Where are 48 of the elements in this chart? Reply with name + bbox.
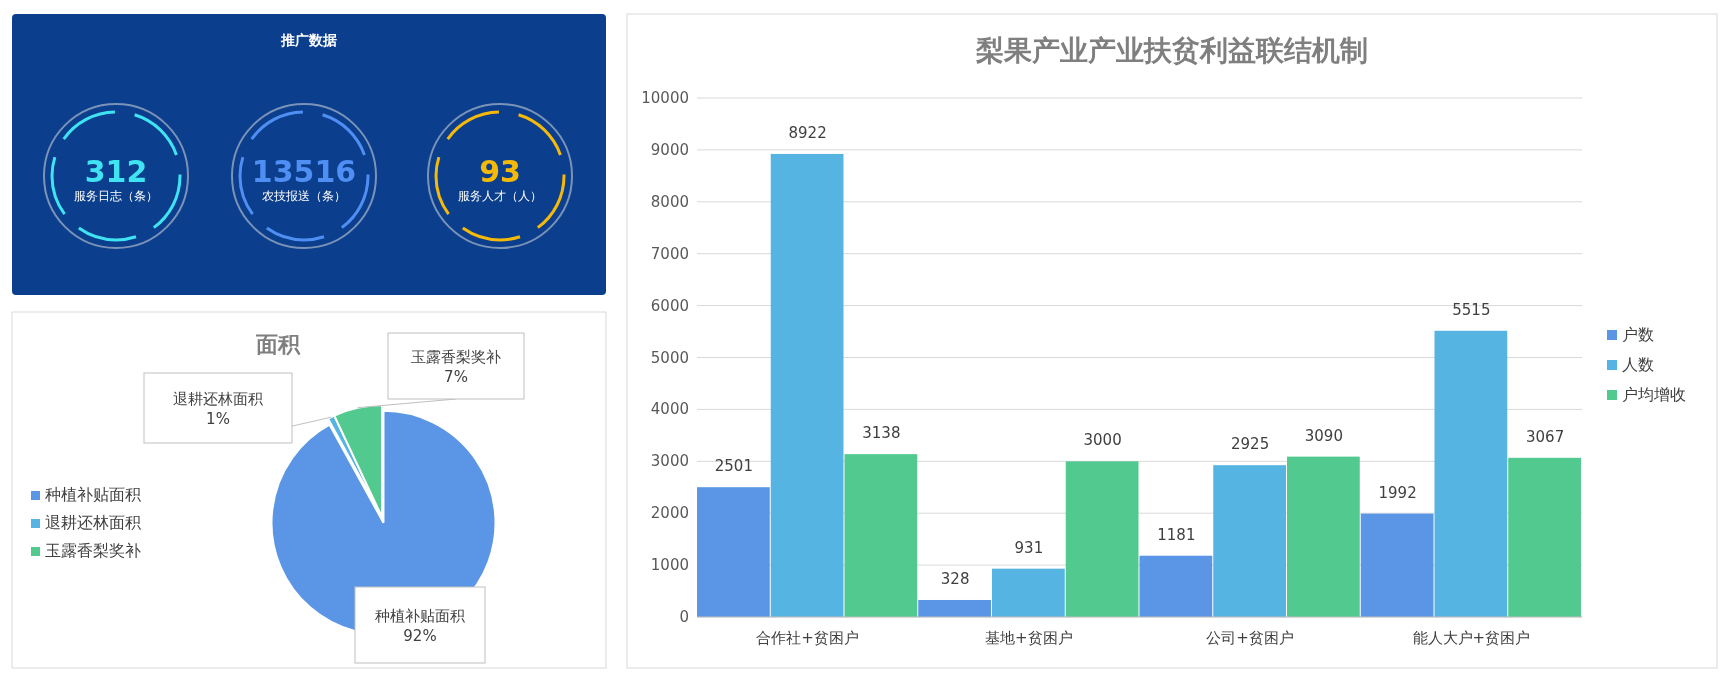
data-label: 8922 xyxy=(788,123,827,142)
category-label: 服务人才（人） xyxy=(458,189,542,203)
legend-label: 种植补贴面积 xyxy=(45,485,141,504)
data-label: 3067 xyxy=(1526,427,1565,446)
data-label: 312 xyxy=(84,154,148,189)
x-tick-label: 能人大户+贫困户 xyxy=(1412,629,1531,647)
data-label: 931 xyxy=(1014,538,1044,557)
data-label: 3000 xyxy=(1083,431,1122,450)
slice-label: 种植补贴面积 xyxy=(375,607,465,625)
data-label: 1% xyxy=(206,410,230,428)
y-tick-label: 8000 xyxy=(650,192,689,211)
y-tick-label: 2000 xyxy=(650,504,689,523)
slice-label: 玉露香梨奖补 xyxy=(411,348,501,366)
y-tick-label: 0 xyxy=(679,608,689,626)
slice-label: 退耕还林面积 xyxy=(173,390,263,408)
legend-label: 户数 xyxy=(1622,325,1654,344)
data-label: 1992 xyxy=(1378,483,1417,502)
legend-label: 退耕还林面积 xyxy=(45,513,141,532)
y-tick-label: 3000 xyxy=(650,452,689,471)
y-tick-label: 1000 xyxy=(650,556,689,575)
data-label: 92% xyxy=(403,627,437,645)
legend-label: 玉露香梨奖补 xyxy=(45,541,141,560)
data-label: 3138 xyxy=(862,424,901,443)
category-label: 服务日志（条） xyxy=(74,189,158,203)
x-tick-label: 公司+贫困户 xyxy=(1206,629,1294,647)
data-label: 5515 xyxy=(1452,300,1491,319)
legend-label: 人数 xyxy=(1622,355,1654,374)
data-label: 2501 xyxy=(714,457,753,476)
category-label: 农技报送（条） xyxy=(262,189,346,203)
chart-title: 面积 xyxy=(255,332,301,357)
x-tick-label: 基地+贫困户 xyxy=(985,629,1073,647)
data-label: 3090 xyxy=(1304,426,1343,445)
chart-title: 梨果产业产业扶贫利益联结机制 xyxy=(975,34,1368,67)
y-tick-label: 4000 xyxy=(650,400,689,419)
text: 推广数据 xyxy=(280,32,337,48)
y-tick-label: 10000 xyxy=(641,89,689,107)
y-tick-label: 7000 xyxy=(650,244,689,263)
data-label: 2925 xyxy=(1231,435,1270,454)
legend-label: 户均增收 xyxy=(1622,385,1686,404)
data-label: 7% xyxy=(444,368,468,386)
data-label: 1181 xyxy=(1157,525,1196,544)
y-tick-label: 5000 xyxy=(650,348,689,367)
data-label: 13516 xyxy=(251,154,357,189)
data-label: 328 xyxy=(940,569,970,588)
data-label: 93 xyxy=(479,154,521,189)
x-tick-label: 合作社+贫困户 xyxy=(756,629,859,647)
y-tick-label: 9000 xyxy=(650,140,689,159)
y-tick-label: 6000 xyxy=(650,296,689,315)
